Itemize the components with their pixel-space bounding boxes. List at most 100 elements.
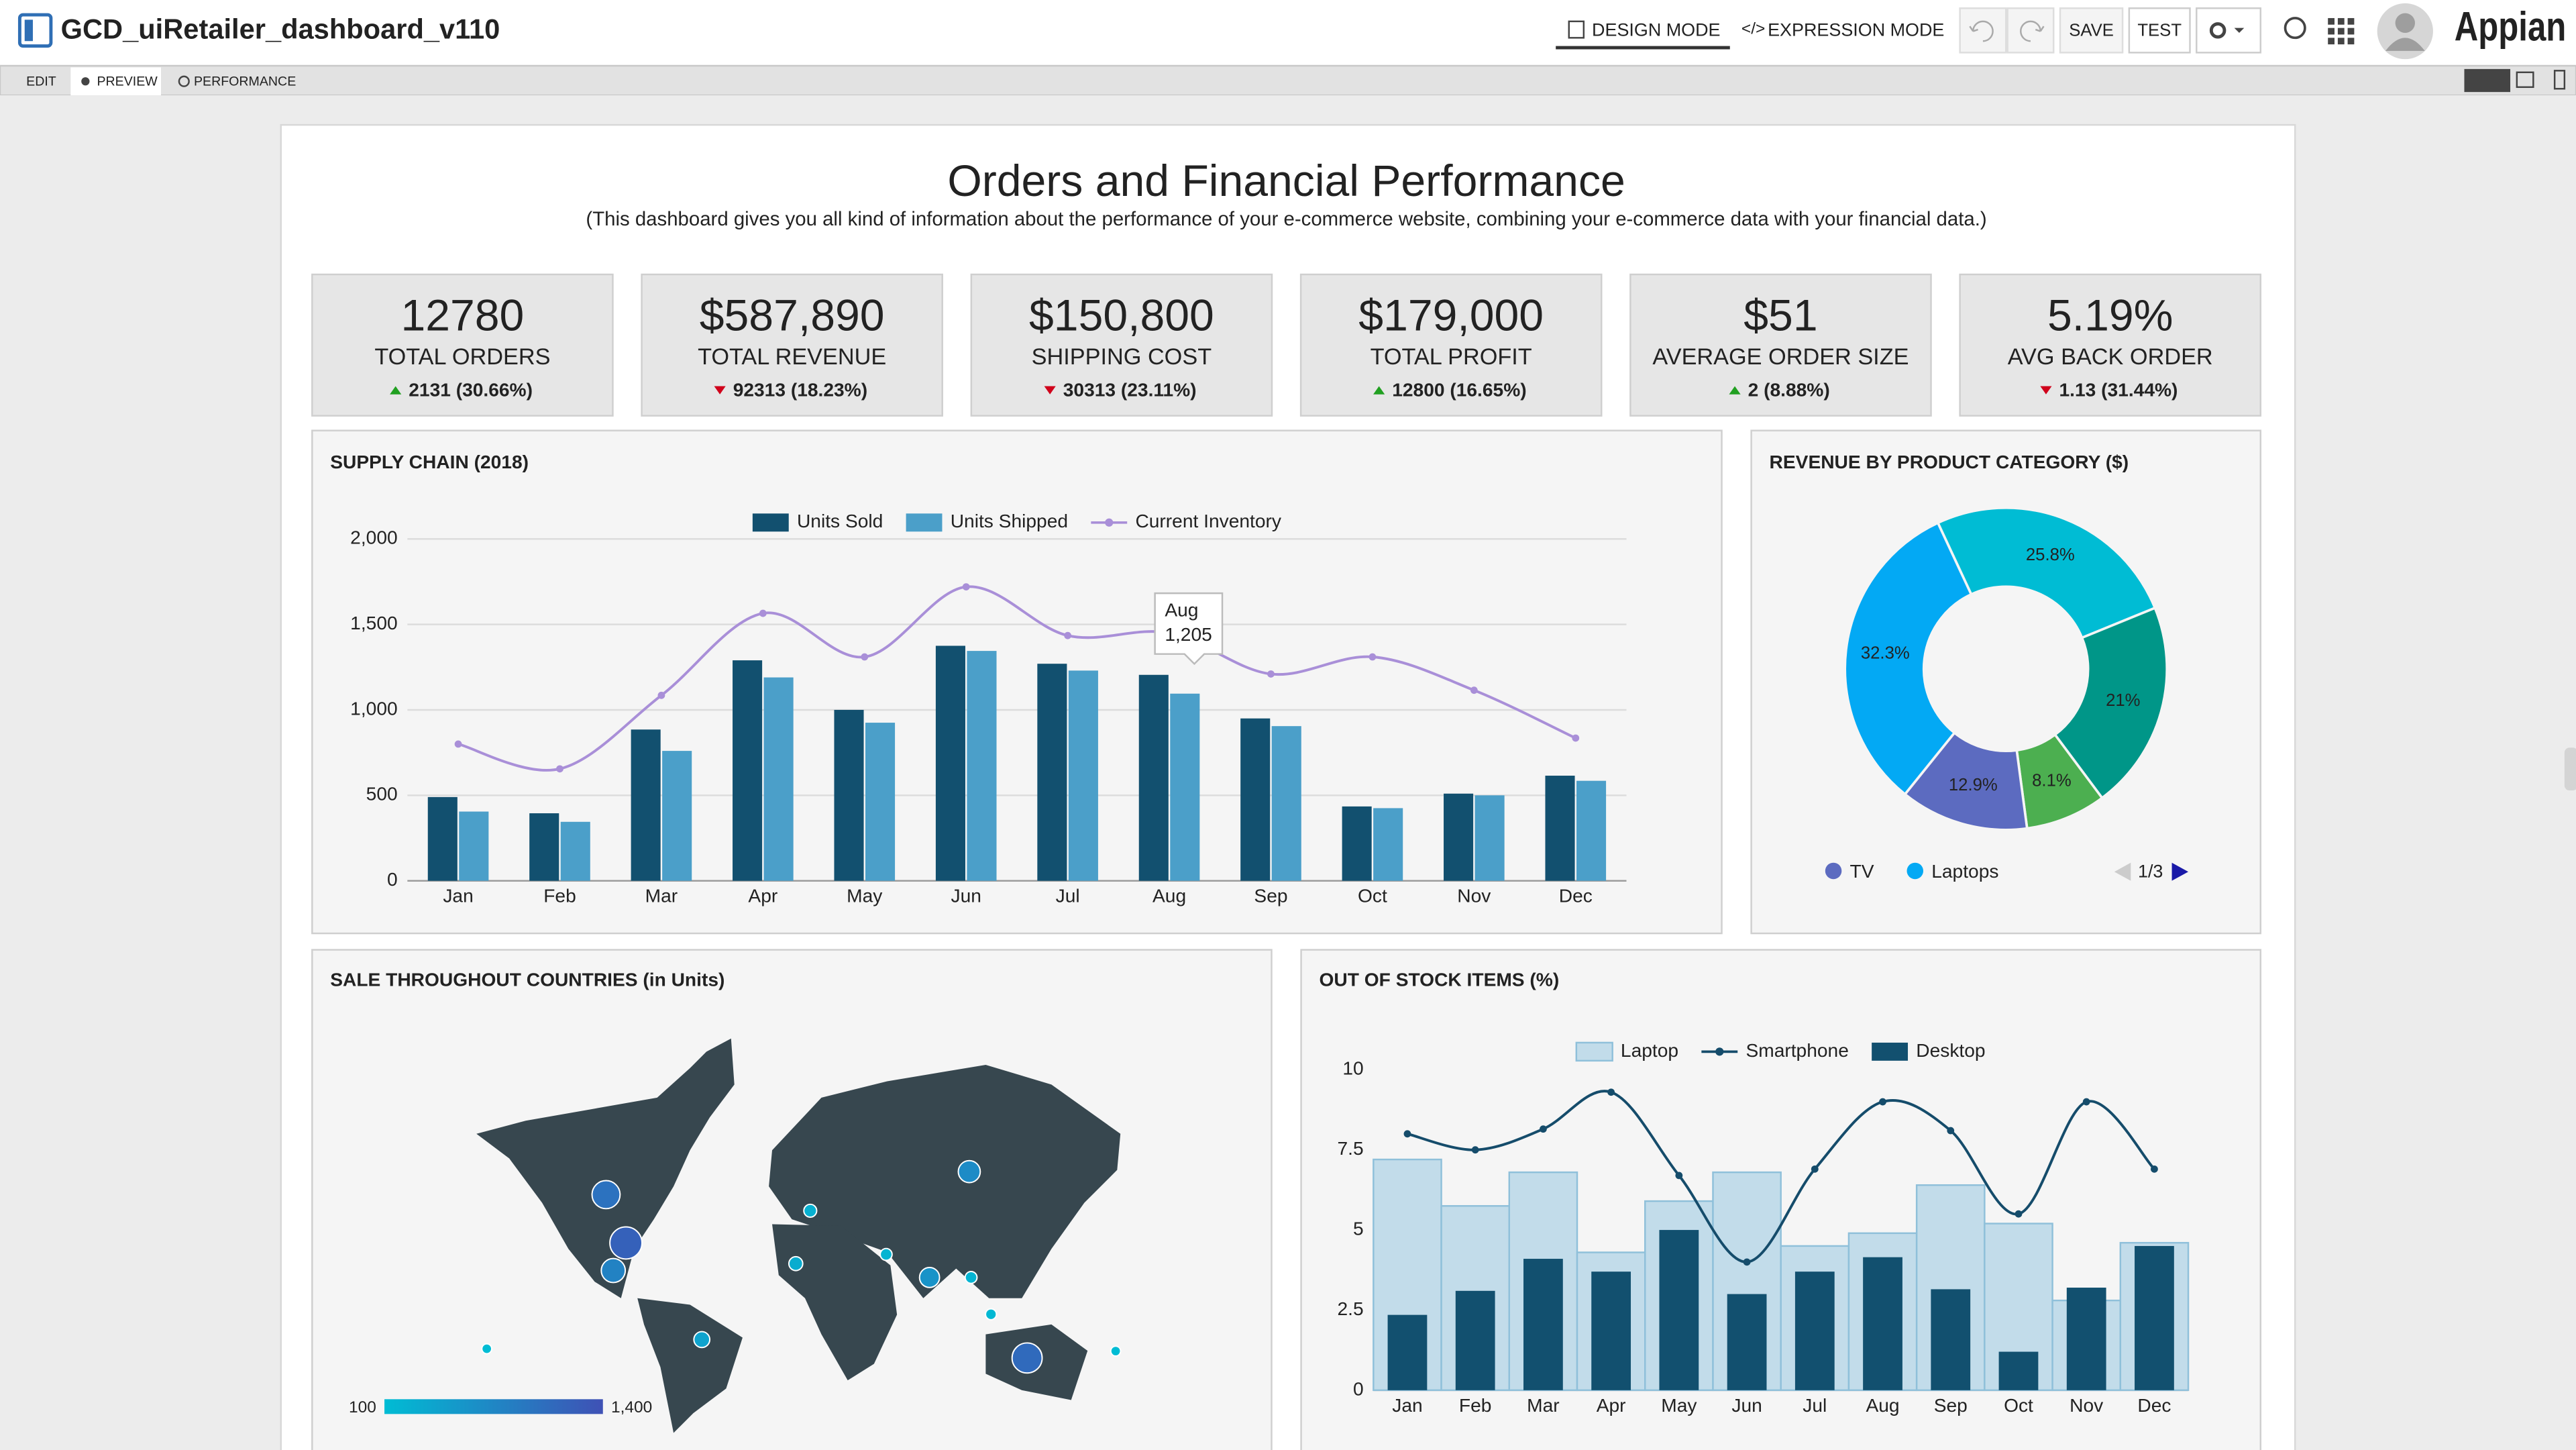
kpi-label: TOTAL ORDERS <box>374 344 550 370</box>
panel <box>1750 429 2262 935</box>
tab[interactable]: PERFORMANCE <box>194 74 296 89</box>
x-tick-label: Apr <box>748 886 777 907</box>
redo-button[interactable] <box>2006 7 2055 54</box>
legend-swatch <box>906 513 943 532</box>
kpi-label: AVERAGE ORDER SIZE <box>1652 344 1909 370</box>
map-bubble <box>609 1226 643 1260</box>
map-bubble <box>693 1331 711 1349</box>
avatar-body <box>2385 38 2425 51</box>
x-tick-label: Jan <box>443 886 473 907</box>
x-tick-label: Jan <box>1392 1395 1422 1416</box>
x-tick-label: Mar <box>645 886 678 907</box>
kpi-label: AVG BACK ORDER <box>2008 344 2213 370</box>
side-handle[interactable] <box>2564 747 2576 790</box>
line-point <box>2082 1098 2090 1106</box>
kpi-card <box>970 273 1273 417</box>
legend-dot <box>1105 518 1114 527</box>
tab[interactable]: EDIT <box>26 74 56 89</box>
kpi-change: 1.13 (31.44%) <box>2059 379 2178 400</box>
slice-label: 21% <box>2106 691 2140 710</box>
map-bubble <box>918 1266 941 1288</box>
legend-swatch <box>1575 1041 1613 1062</box>
x-tick-label: Mar <box>1527 1395 1560 1416</box>
tab[interactable]: PREVIEW <box>97 74 158 89</box>
panel-title: SALE THROUGHOUT COUNTRIES (in Units) <box>330 969 724 990</box>
logo: Appian <box>2455 3 2567 49</box>
tooltip: Aug 1,205 <box>1154 592 1224 666</box>
line-point <box>657 691 665 699</box>
app-icon-part <box>24 19 33 42</box>
map-bubble <box>1110 1345 1122 1357</box>
bar <box>1138 674 1169 881</box>
scale-min-label: 100 <box>349 1398 376 1416</box>
bar <box>1170 693 1200 881</box>
legend-dot <box>1715 1047 1724 1056</box>
x-tick-label: Feb <box>543 886 576 907</box>
kpi-label: TOTAL REVENUE <box>698 344 886 370</box>
slice-label: 32.3% <box>1861 644 1910 663</box>
x-tick-label: Nov <box>2070 1395 2103 1416</box>
bar <box>1387 1314 1428 1390</box>
x-tick-label: Jul <box>1803 1395 1827 1416</box>
tab-bar <box>0 64 2576 97</box>
map-bubble <box>481 1343 492 1355</box>
tablet-icon[interactable] <box>2516 71 2534 89</box>
line-point <box>1743 1258 1751 1266</box>
legend-label: Laptops <box>1931 861 1998 882</box>
legend-label: Smartphone <box>1746 1040 1848 1061</box>
bar <box>662 751 692 881</box>
legend: Laptop Smartphone Desktop <box>1575 1040 1986 1062</box>
bar <box>427 796 458 881</box>
line-point <box>1607 1088 1615 1096</box>
kpi-change: 2 (8.88%) <box>1748 379 1830 400</box>
bar <box>529 813 559 881</box>
bar <box>1342 806 1372 881</box>
undo-button[interactable] <box>1959 7 2007 54</box>
save-button[interactable] <box>2059 7 2124 54</box>
x-tick-label: May <box>847 886 883 907</box>
scale-max-label: 1,400 <box>611 1398 652 1416</box>
scale-bar <box>384 1399 603 1414</box>
line-point <box>1064 631 1072 639</box>
trend-arrow <box>2040 386 2052 395</box>
test-button[interactable] <box>2128 7 2191 54</box>
bar <box>2066 1288 2106 1390</box>
bar <box>631 729 661 881</box>
y-tick-label: 1,000 <box>350 698 397 719</box>
mode-icon <box>1568 20 1585 39</box>
pager-prev <box>2114 862 2131 881</box>
bar <box>459 811 489 881</box>
bar <box>1659 1230 1699 1390</box>
settings-button[interactable] <box>2196 7 2262 54</box>
tooltip-title: Aug <box>1165 599 1198 620</box>
app-title: GCD_uiRetailer_dashboard_v110 <box>61 13 500 45</box>
save-label: SAVE <box>2069 21 2114 40</box>
kpi-card <box>641 273 943 417</box>
y-tick-label: 1,500 <box>350 613 397 633</box>
line-point <box>861 653 869 661</box>
kpi-card <box>311 273 614 417</box>
line-point <box>556 765 564 773</box>
bar <box>865 723 896 881</box>
line-point <box>1947 1127 1955 1135</box>
line-point <box>1675 1172 1683 1180</box>
bar <box>733 660 763 881</box>
map-bubble <box>600 1257 627 1284</box>
line-point <box>1403 1130 1411 1138</box>
test-label: TEST <box>2137 21 2182 40</box>
bar <box>967 651 997 881</box>
device-toggle[interactable] <box>2464 68 2511 93</box>
legend-swatch <box>1872 1042 1909 1061</box>
gear-icon <box>2209 22 2226 39</box>
search-icon[interactable] <box>2284 17 2306 40</box>
bar <box>1455 1290 1495 1390</box>
mode-tab[interactable]: EXPRESSION MODE <box>1768 20 1944 40</box>
y-tick-label: 5 <box>1353 1219 1364 1239</box>
apps-icon[interactable] <box>2328 17 2355 45</box>
mode-tab[interactable]: DESIGN MODE <box>1592 20 1720 40</box>
undo-icon <box>1969 20 1994 42</box>
pager-next[interactable] <box>2171 862 2189 881</box>
legend-label: Desktop <box>1916 1040 1985 1061</box>
phone-icon[interactable] <box>2553 70 2566 90</box>
